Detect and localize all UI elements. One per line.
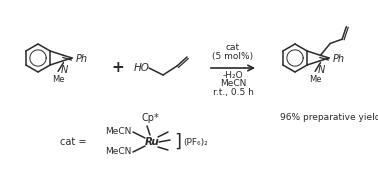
Text: -H₂O: -H₂O [223,71,243,80]
Text: Me: Me [309,75,321,84]
Text: Me: Me [52,75,64,84]
Text: MeCN: MeCN [105,147,131,156]
Text: cat: cat [226,43,240,52]
Text: HO: HO [134,63,150,73]
Text: 96% preparative yield: 96% preparative yield [280,114,378,122]
Text: +: + [112,61,124,76]
Text: (PF₆)₂: (PF₆)₂ [183,139,208,147]
Text: Ph: Ph [76,54,88,64]
Text: Ru: Ru [145,137,160,147]
Text: MeCN: MeCN [105,127,131,137]
Text: N: N [318,65,325,75]
Text: MeCN: MeCN [220,80,246,89]
Text: cat =: cat = [60,137,87,147]
Text: Ph: Ph [333,54,345,64]
Text: Cp*: Cp* [141,113,159,123]
Text: N: N [61,65,68,75]
Text: ]: ] [174,133,181,151]
Text: (5 mol%): (5 mol%) [212,52,254,61]
Text: r.t., 0.5 h: r.t., 0.5 h [212,87,253,96]
